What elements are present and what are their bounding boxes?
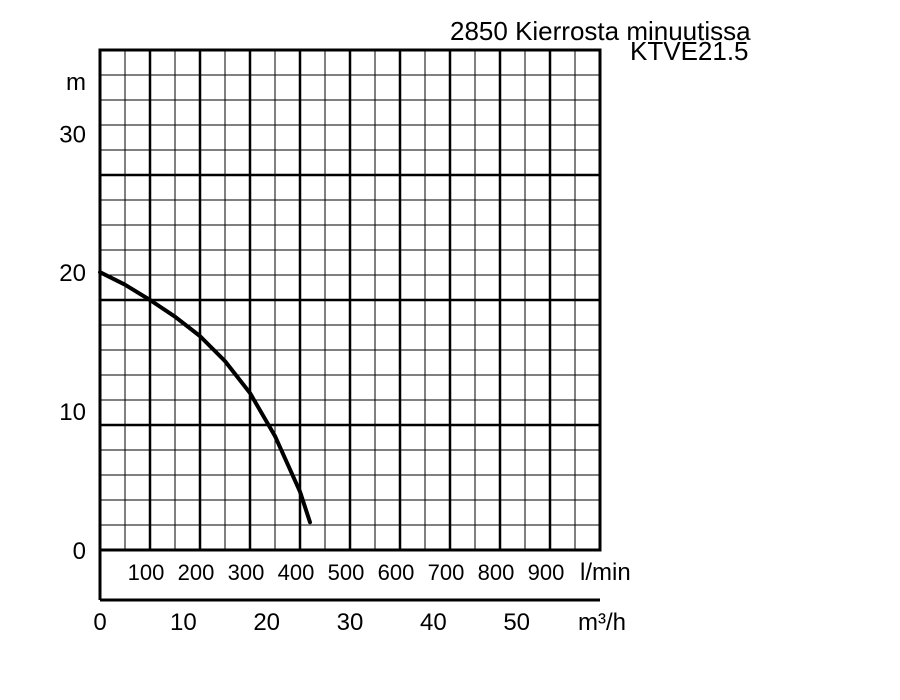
- lpm-tick-label: 900: [528, 560, 565, 585]
- m3h-tick-label: 40: [420, 609, 447, 636]
- y-axis-unit-label: m: [66, 69, 86, 96]
- pump-curve-line: [98, 270, 312, 525]
- lpm-tick-label: 400: [278, 560, 315, 585]
- y-tick-label: 10: [59, 399, 86, 426]
- chart-title: 2850 Kierrosta minuutissa: [450, 16, 751, 46]
- m3h-tick-label: 30: [337, 609, 364, 636]
- y-tick-label: 30: [59, 121, 86, 148]
- y-tick-labels: 0 10 20 30: [59, 121, 86, 565]
- lpm-tick-labels: 100 200 300 400 500 600 700 800 900: [128, 560, 565, 585]
- y-tick-label: 20: [59, 260, 86, 287]
- lpm-tick-label: 200: [178, 560, 215, 585]
- lpm-tick-label: 600: [378, 560, 415, 585]
- m3h-tick-label: 10: [170, 609, 197, 636]
- lpm-tick-label: 800: [478, 560, 515, 585]
- curve-layer: [98, 270, 312, 525]
- lpm-tick-label: 300: [228, 560, 265, 585]
- lpm-tick-label: 500: [328, 560, 365, 585]
- m3h-tick-labels: 0 10 20 30 40 50: [93, 609, 530, 636]
- m3h-tick-label: 50: [503, 609, 530, 636]
- chart-subtitle: KTVE21.5: [630, 36, 749, 66]
- x-axis-m3h-unit-label: m³/h: [578, 609, 626, 636]
- axis-lines: [98, 550, 600, 602]
- x-axis-lpm-unit-label: l/min: [580, 559, 631, 586]
- lpm-tick-label: 700: [428, 560, 465, 585]
- lpm-tick-label: 100: [128, 560, 165, 585]
- m3h-tick-label: 20: [253, 609, 280, 636]
- m3h-tick-label: 0: [93, 609, 106, 636]
- y-tick-label: 0: [73, 538, 86, 565]
- plot-frame: [98, 48, 602, 552]
